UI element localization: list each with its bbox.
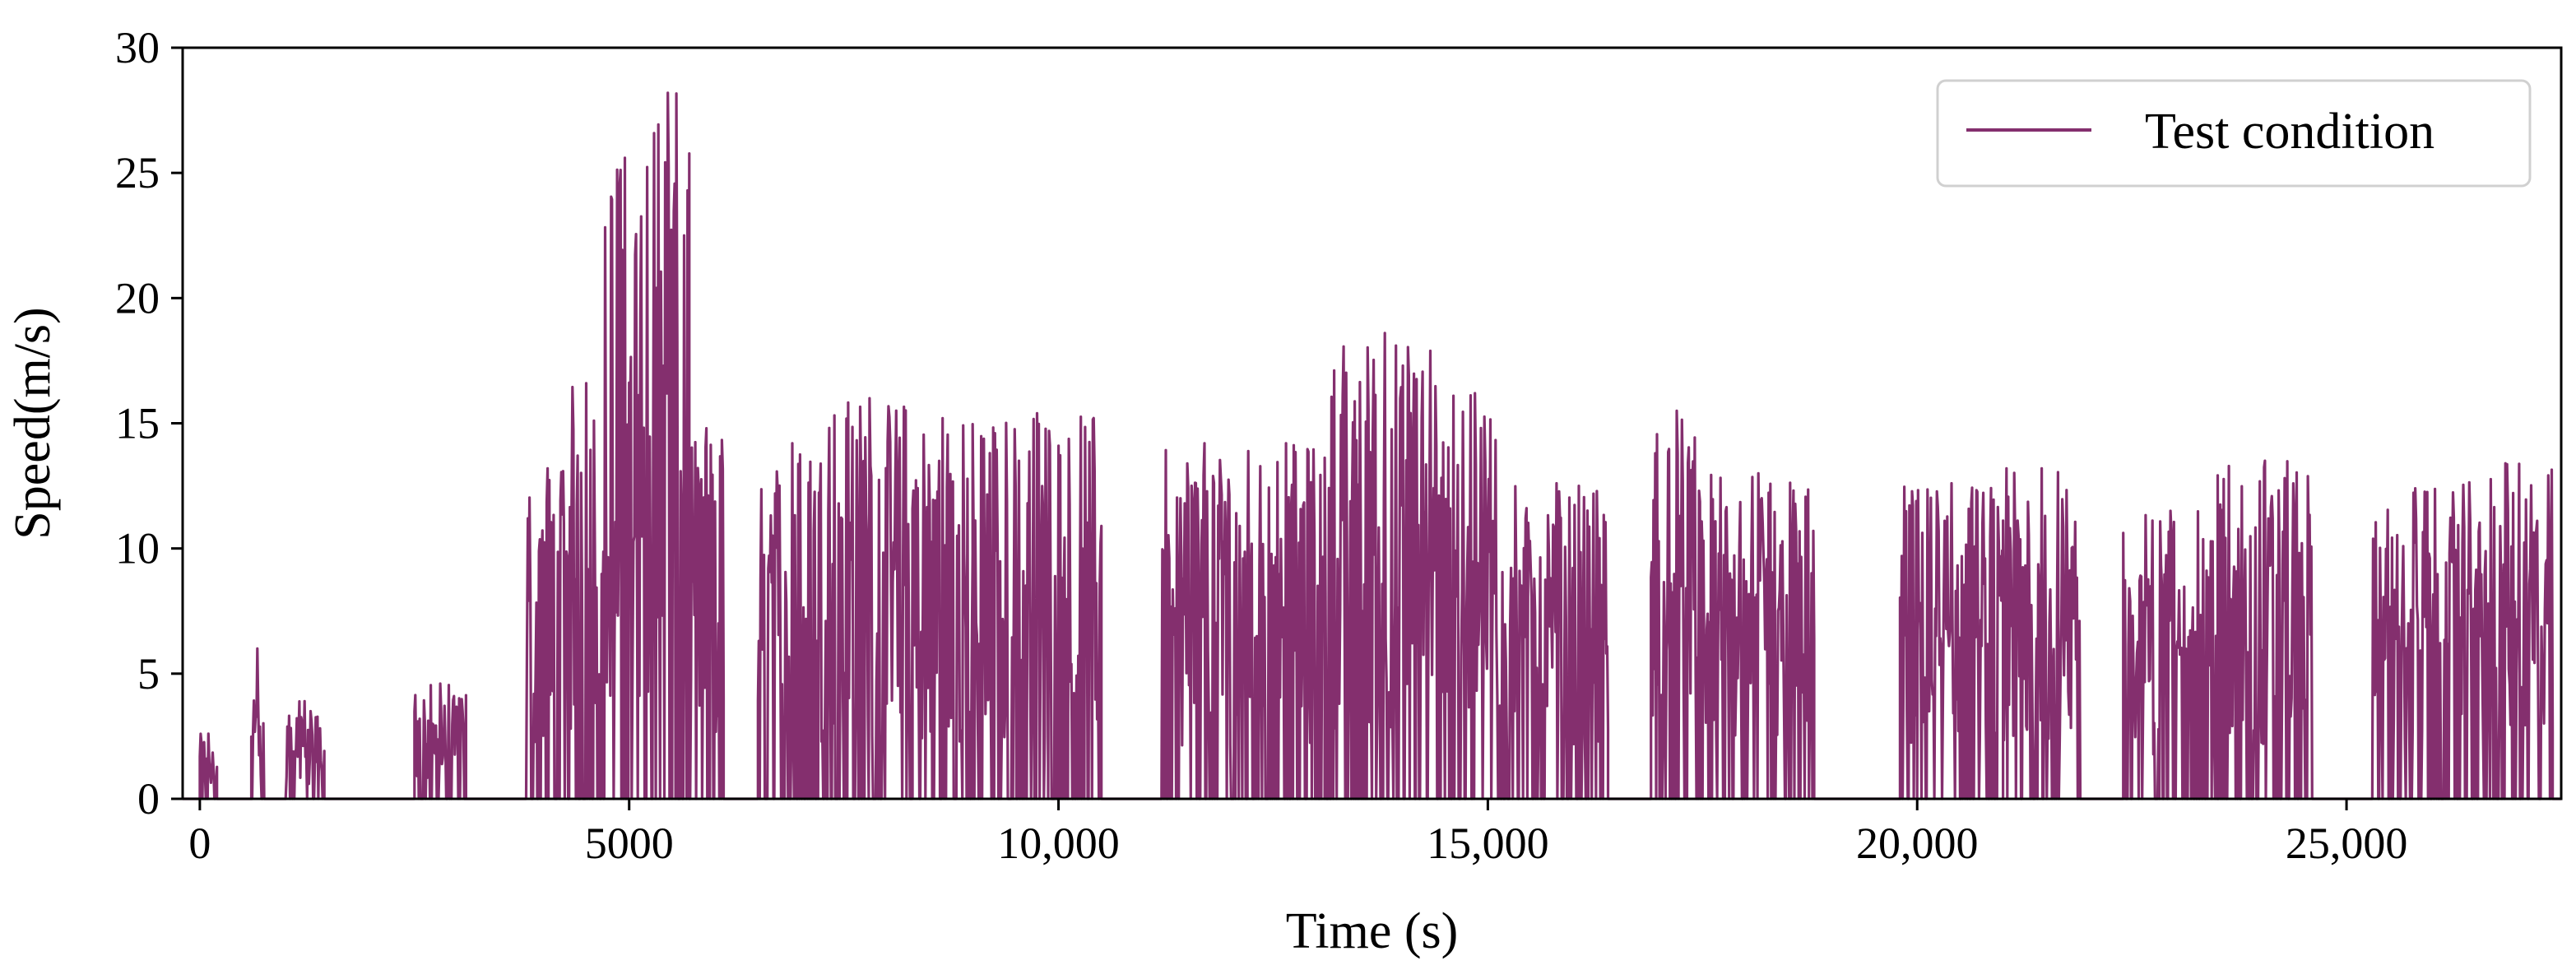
y-tick-label: 15 [115, 399, 160, 448]
legend-label-test-condition: Test condition [2145, 104, 2434, 160]
x-tick-label: 20,000 [1856, 819, 1979, 868]
x-tick-label: 10,000 [997, 819, 1120, 868]
x-axis: 0 5000 10,000 15,000 20,000 25,000 [188, 799, 2407, 868]
legend-box [1936, 79, 2532, 188]
x-axis-label: Time (s) [1286, 903, 1459, 959]
x-tick-label: 25,000 [2286, 819, 2408, 868]
y-axis-label: Speed(m/s) [5, 307, 61, 539]
legend: Test condition [1936, 79, 2532, 188]
y-tick-label: 0 [137, 774, 160, 824]
x-tick-label: 5000 [585, 819, 674, 868]
y-tick-label: 10 [115, 524, 160, 573]
series-line-test-condition [183, 91, 2561, 800]
x-tick-label: 0 [188, 819, 211, 868]
y-tick-label: 5 [137, 649, 160, 698]
series-line-group [183, 91, 2561, 800]
y-tick-label: 25 [115, 148, 160, 197]
y-axis: 0 5 10 15 20 25 30 [115, 23, 183, 824]
y-tick-label: 30 [115, 23, 160, 72]
y-tick-label: 20 [115, 273, 160, 322]
x-tick-label: 15,000 [1427, 819, 1549, 868]
